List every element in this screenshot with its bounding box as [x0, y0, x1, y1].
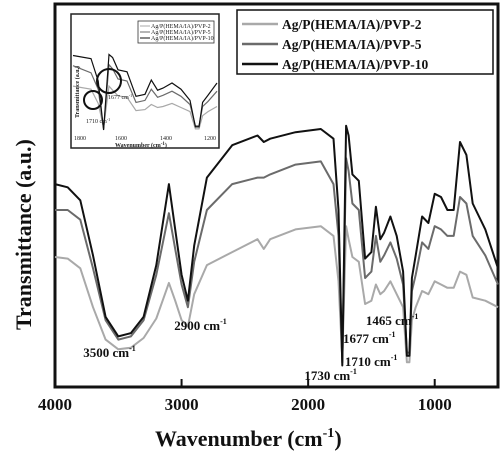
x-ticks: 4000 3000 2000 1000: [38, 379, 452, 414]
inset-legend-label-3: Ag/P(HEMA/IA)/PVP-10: [151, 35, 214, 42]
inset-legend: Ag/P(HEMA/IA)/PVP-2 Ag/P(HEMA/IA)/PVP-5 …: [137, 20, 215, 44]
legend-label-2: Ag/P(HEMA/IA)/PVP-5: [282, 37, 422, 52]
legend-label-3: Ag/P(HEMA/IA)/PVP-10: [282, 57, 428, 72]
peak-annotation-3500: 3500 cm-1: [83, 344, 136, 360]
x-axis-title: Wavenumber (cm-1): [155, 426, 342, 451]
peak-annotation-1730: 1730 cm-1: [304, 367, 357, 383]
peak-annotation-1465: 1465 cm-1: [366, 312, 419, 328]
series-line-3: [54, 124, 499, 367]
x-tick-label: 2000: [291, 395, 325, 414]
inset-legend-label-2: Ag/P(HEMA/IA)/PVP-5: [151, 29, 211, 36]
legend-box: [236, 9, 494, 75]
inset-circle-upper: [96, 68, 122, 94]
peak-annotation-2900: 2900 cm-1: [174, 317, 227, 333]
inset-series: [72, 53, 218, 131]
legend-label-1: Ag/P(HEMA/IA)/PVP-2: [282, 17, 422, 32]
x-tick-label: 4000: [38, 395, 72, 414]
inset-x-tick-2: 1600: [115, 136, 127, 142]
inset-legend-box: [137, 20, 215, 44]
legend: Ag/P(HEMA/IA)/PVP-2 Ag/P(HEMA/IA)/PVP-5 …: [236, 9, 494, 75]
inset-x-tick-3: 1400: [160, 136, 172, 142]
inset-annotation-1710: 1710 cm-1: [86, 117, 110, 125]
x-tick-label: 3000: [165, 395, 199, 414]
peak-annotation-1710: 1710 cm-1: [345, 353, 398, 369]
plot-frame: [53, 2, 500, 389]
inset-x-label: Wavenumber (cm-1): [115, 142, 167, 149]
series-line-2: [55, 157, 499, 364]
peak-annotation-1677: 1677 cm-1: [343, 330, 396, 346]
y-axis-title: Transmittance (a.u.): [11, 139, 36, 330]
inset-circle-lower: [83, 90, 103, 110]
inset: 1677 cm-1 1710 cm-1 Ag/P(HEMA/IA)/PVP-2 …: [70, 13, 220, 149]
series-line-1: [54, 225, 499, 364]
x-tick-label: 1000: [418, 395, 452, 414]
inset-legend-label-1: Ag/P(HEMA/IA)/PVP-2: [151, 23, 211, 30]
inset-x-tick-1: 1800: [74, 136, 86, 142]
inset-y-label: Transmittance (a.u.): [74, 66, 81, 118]
inset-annotation-1677: 1677 cm-1: [108, 93, 132, 101]
series-layer: [54, 124, 499, 367]
inset-series-line-3: [72, 53, 218, 131]
inset-x-tick-4: 1200: [204, 136, 216, 142]
